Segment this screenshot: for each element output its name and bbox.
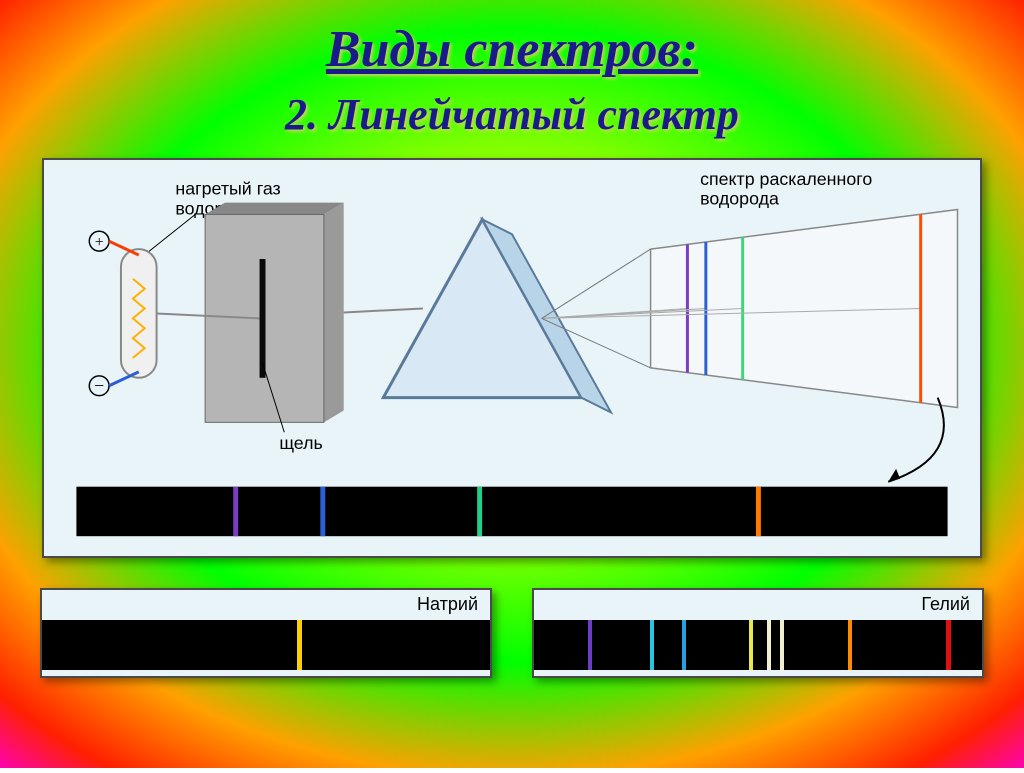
helium-spectrum-bar: [534, 620, 982, 670]
spectral-line: [749, 620, 753, 670]
svg-text:щель: щель: [279, 433, 322, 453]
helium-spectrum-panel: Гелий: [532, 588, 984, 678]
helium-label: Гелий: [921, 594, 970, 615]
svg-text:водорода: водорода: [700, 189, 779, 209]
spectral-line: [682, 620, 686, 670]
main-diagram-panel: нагретый газводород+−щельспектр раскален…: [42, 158, 982, 558]
spectral-line: [297, 620, 302, 670]
svg-text:−: −: [94, 376, 104, 396]
spectral-line: [946, 620, 951, 670]
page-subtitle: 2. Линейчатый спектр: [40, 89, 984, 140]
spectral-line: [848, 620, 852, 670]
spectral-line: [650, 620, 654, 670]
svg-text:спектр раскаленного: спектр раскаленного: [700, 169, 872, 189]
svg-text:+: +: [95, 234, 104, 251]
svg-text:нагретый газ: нагретый газ: [175, 179, 280, 199]
diagram-svg: нагретый газводород+−щельспектр раскален…: [44, 160, 980, 556]
bottom-spectra-row: Натрий Гелий: [40, 588, 984, 678]
sodium-spectrum-bar: [42, 620, 490, 670]
sodium-spectrum-panel: Натрий: [40, 588, 492, 678]
sodium-label: Натрий: [417, 594, 478, 615]
page-title: Виды спектров:: [40, 20, 984, 79]
spectral-line: [767, 620, 771, 670]
spectral-line: [780, 620, 784, 670]
spectral-line: [588, 620, 592, 670]
